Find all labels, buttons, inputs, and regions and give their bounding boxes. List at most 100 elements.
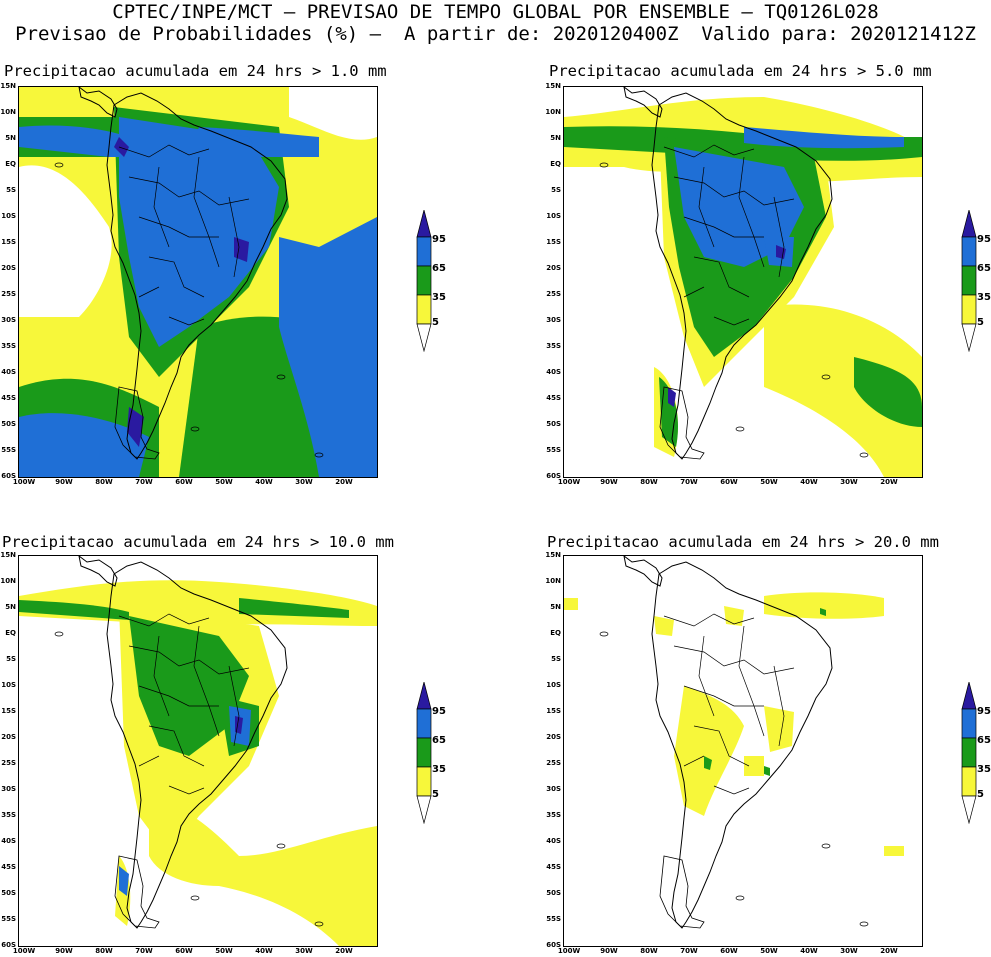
lat-tick-label: 20S — [546, 264, 561, 272]
lat-tick-label: 60S — [546, 941, 561, 949]
colorbar-label: 65 — [977, 735, 991, 746]
lat-tick-label: 35S — [546, 342, 561, 350]
lon-tick-label: 40W — [800, 478, 818, 486]
lat-tick-label: 60S — [1, 472, 16, 480]
lat-tick-label: 30S — [1, 316, 16, 324]
colorbar-label: 35 — [977, 764, 991, 775]
lat-tick-label: 10S — [546, 212, 561, 220]
panel-title-5mm: Precipitacao acumulada em 24 hrs > 5.0 m… — [549, 62, 932, 80]
lat-tick-label: 30S — [1, 785, 16, 793]
lon-tick-label: 80W — [640, 947, 658, 955]
lon-tick-label: 80W — [95, 947, 113, 955]
map-panel-5mm[interactable] — [563, 86, 923, 478]
header-line-1: CPTEC/INPE/MCT – PREVISAO DE TEMPO GLOBA… — [112, 1, 879, 23]
lat-tick-label: 10N — [545, 108, 561, 116]
lat-tick-label: 50S — [546, 420, 561, 428]
colorbar-label: 65 — [432, 735, 446, 746]
lat-tick-label: 50S — [1, 889, 16, 897]
lat-tick-label: 40S — [1, 368, 16, 376]
lat-tick-label: 35S — [546, 811, 561, 819]
lon-tick-label: 90W — [600, 947, 618, 955]
lon-tick-label: 20W — [880, 478, 898, 486]
lat-tick-label: 10S — [546, 681, 561, 689]
lon-tick-label: 90W — [55, 478, 73, 486]
lon-tick-label: 30W — [295, 478, 313, 486]
map-panel-20mm[interactable] — [563, 555, 923, 947]
map-panel-1mm[interactable] — [18, 86, 378, 478]
lon-tick-label: 60W — [720, 478, 738, 486]
lat-tick-label: EQ — [550, 629, 561, 637]
colorbar-label: 95 — [977, 234, 991, 245]
header-line-2: Previsao de Probabilidades (%) – A parti… — [15, 23, 976, 45]
lat-tick-label: 25S — [546, 759, 561, 767]
lat-tick-label: 10N — [545, 577, 561, 585]
precip-probability-map — [564, 87, 922, 477]
map-panel-10mm[interactable] — [18, 555, 378, 947]
lon-tick-label: 70W — [135, 947, 153, 955]
lat-tick-label: 60S — [546, 472, 561, 480]
colorbar-swatches — [416, 680, 432, 825]
lon-tick-label: 30W — [840, 478, 858, 486]
colorbar-label: 35 — [977, 292, 991, 303]
lat-tick-label: 45S — [546, 394, 561, 402]
lon-tick-label: 30W — [295, 947, 313, 955]
lon-tick-label: 60W — [175, 947, 193, 955]
lon-tick-label: 100W — [12, 947, 36, 955]
lat-tick-label: 5S — [6, 186, 16, 194]
lat-tick-label: 25S — [546, 290, 561, 298]
lat-tick-label: 45S — [1, 394, 16, 402]
lon-tick-label: 80W — [640, 478, 658, 486]
lat-tick-label: 15S — [1, 238, 16, 246]
colorbar-label: 5 — [977, 317, 984, 328]
lat-tick-label: 30S — [546, 785, 561, 793]
colorbar-label: 65 — [432, 263, 446, 274]
lon-tick-label: 30W — [840, 947, 858, 955]
lat-tick-label: 25S — [1, 759, 16, 767]
lat-tick-label: EQ — [550, 160, 561, 168]
lon-tick-label: 70W — [680, 947, 698, 955]
lat-tick-label: 20S — [1, 733, 16, 741]
lat-tick-label: 50S — [546, 889, 561, 897]
colorbar-label: 95 — [432, 234, 446, 245]
lat-tick-label: 40S — [546, 837, 561, 845]
colorbar-label: 5 — [432, 317, 439, 328]
lon-tick-label: 90W — [55, 947, 73, 955]
lon-tick-label: 70W — [135, 478, 153, 486]
lat-tick-label: 15N — [0, 551, 16, 559]
lat-tick-label: 5S — [551, 186, 561, 194]
colorbar-label: 95 — [432, 706, 446, 717]
lat-tick-label: 40S — [546, 368, 561, 376]
lon-tick-label: 60W — [175, 478, 193, 486]
lon-tick-label: 20W — [335, 478, 353, 486]
colorbar-label: 35 — [432, 764, 446, 775]
panel-title-20mm: Precipitacao acumulada em 24 hrs > 20.0 … — [547, 533, 939, 551]
colorbar-label: 5 — [432, 789, 439, 800]
colorbar-label: 65 — [977, 263, 991, 274]
lon-tick-label: 20W — [335, 947, 353, 955]
lat-tick-label: 10S — [1, 681, 16, 689]
lon-tick-label: 90W — [600, 478, 618, 486]
lat-tick-label: 10S — [1, 212, 16, 220]
colorbar-10mm: 95 65 35 5 — [416, 680, 486, 825]
panel-title-10mm: Precipitacao acumulada em 24 hrs > 10.0 … — [2, 533, 394, 551]
colorbar-1mm: 95 65 35 5 — [416, 208, 486, 353]
lat-tick-label: 5N — [5, 134, 16, 142]
lon-tick-label: 70W — [680, 478, 698, 486]
precip-probability-map — [19, 87, 377, 477]
lat-tick-label: 55S — [1, 446, 16, 454]
lat-tick-label: 15S — [546, 238, 561, 246]
lat-tick-label: 5N — [550, 134, 561, 142]
lat-tick-label: 55S — [546, 446, 561, 454]
colorbar-label: 35 — [432, 292, 446, 303]
lon-tick-label: 100W — [557, 947, 581, 955]
colorbar-swatches — [961, 208, 977, 353]
lon-tick-label: 100W — [557, 478, 581, 486]
lat-tick-label: 55S — [546, 915, 561, 923]
lon-tick-label: 50W — [215, 478, 233, 486]
lat-tick-label: 40S — [1, 837, 16, 845]
colorbar-label: 95 — [977, 706, 991, 717]
lat-tick-label: 5S — [551, 655, 561, 663]
lat-tick-label: 60S — [1, 941, 16, 949]
lat-tick-label: 20S — [1, 264, 16, 272]
colorbar-5mm: 95 65 35 5 — [961, 208, 991, 353]
